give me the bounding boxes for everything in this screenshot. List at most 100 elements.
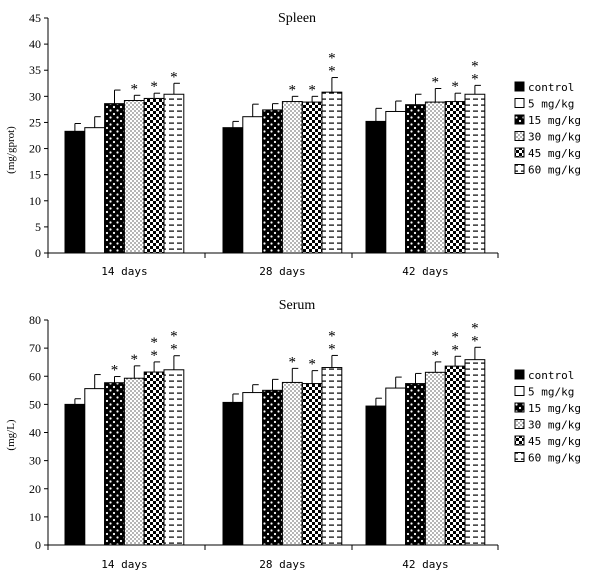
significance-star: *: [308, 82, 316, 98]
legend-swatch: [514, 419, 525, 429]
significance-star: *: [471, 58, 479, 74]
legend-label: 60 mg/kg: [528, 452, 581, 465]
significance-star: *: [150, 79, 158, 95]
bar: [321, 367, 343, 546]
bar: [301, 383, 323, 546]
y-tick-label: 40: [29, 426, 41, 440]
significance-star: *: [150, 348, 158, 364]
y-tick-label: 20: [29, 142, 41, 156]
x-tick-label: 42 days: [402, 265, 448, 278]
bar: [143, 97, 165, 254]
legend-label: 15 mg/kg: [528, 402, 581, 415]
bar: [104, 103, 125, 254]
y-tick-label: 15: [29, 168, 41, 182]
legend-swatch: [514, 98, 525, 108]
legend-label: 30 mg/kg: [528, 419, 581, 432]
bar: [64, 130, 86, 254]
significance-star: *: [471, 333, 479, 349]
legend-swatch: [514, 147, 525, 158]
bar: [464, 93, 486, 254]
y-tick-label: 60: [29, 369, 41, 383]
legend-label: 5 mg/kg: [528, 98, 574, 111]
bar: [405, 104, 426, 254]
y-tick-label: 10: [29, 510, 41, 524]
bar: [385, 387, 407, 546]
x-tick-label: 28 days: [259, 265, 305, 278]
bar: [424, 101, 446, 254]
serum-chart: Serum (mg/L) 0 10 20 30 40 50 60 70 80 14 days 28 …: [5, 298, 581, 571]
significance-star: *: [328, 64, 336, 80]
bar: [281, 381, 303, 546]
bar: [123, 100, 145, 254]
significance-star: *: [131, 81, 139, 97]
bar: [464, 359, 486, 546]
bar: [424, 371, 446, 546]
legend-label: control: [528, 81, 574, 94]
bar: [84, 388, 106, 546]
bar: [281, 101, 303, 254]
chart-title: Spleen: [278, 11, 316, 26]
error-bars: [74, 346, 481, 407]
bars: [64, 91, 486, 254]
y-tick-label: 80: [29, 313, 41, 327]
bar: [163, 93, 185, 254]
bar: [321, 91, 343, 254]
y-tick-label: 70: [29, 341, 41, 355]
legend-label: 30 mg/kg: [528, 131, 581, 144]
significance-star: *: [328, 341, 336, 357]
legend-label: control: [528, 369, 574, 382]
legend-swatch: [514, 114, 525, 125]
legend: control 5 mg/kg 15 mg/kg 30 mg/kg 45 mg/kg 60…: [514, 369, 581, 465]
bar: [444, 365, 466, 546]
x-tick-label: 42 days: [402, 558, 448, 571]
bar: [163, 369, 185, 546]
legend-swatch: [514, 81, 525, 92]
y-tick-label: 0: [35, 538, 41, 552]
x-tick-label: 28 days: [259, 558, 305, 571]
significance-star: *: [432, 75, 440, 91]
bar: [84, 127, 106, 254]
bar: [222, 401, 244, 546]
error-bars: [74, 77, 481, 132]
bar: [143, 371, 165, 546]
significance-star: *: [471, 71, 479, 87]
significance-star: *: [170, 342, 178, 358]
legend-swatch: [514, 369, 525, 380]
significance-markers: ** * ********** **: [111, 320, 479, 378]
significance-star: *: [150, 335, 158, 351]
significance-star: *: [328, 51, 336, 67]
legend-swatch: [514, 164, 525, 174]
significance-star: *: [471, 320, 479, 336]
x-tick-label: 14 days: [101, 265, 147, 278]
y-tick-label: 45: [29, 11, 41, 25]
legend-swatch: [514, 402, 525, 413]
legend: control 5 mg/kg 15 mg/kg 30 mg/kg 45 mg/kg 60…: [514, 81, 581, 177]
legend-swatch: [514, 131, 525, 141]
significance-star: *: [170, 69, 178, 85]
legend-label: 45 mg/kg: [528, 147, 581, 160]
y-tick-label: 5: [35, 220, 41, 234]
bar: [64, 403, 86, 546]
bar: [222, 127, 244, 254]
significance-star: *: [451, 79, 459, 95]
significance-star: *: [328, 328, 336, 344]
bar: [385, 110, 407, 254]
bar: [365, 120, 387, 254]
legend-label: 45 mg/kg: [528, 435, 581, 448]
significance-star: *: [308, 357, 316, 373]
significance-star: *: [289, 82, 297, 98]
legend-label: 60 mg/kg: [528, 164, 581, 177]
y-tick-label: 40: [29, 37, 41, 51]
significance-star: *: [432, 348, 440, 364]
significance-star: *: [289, 354, 297, 370]
bar: [242, 392, 264, 546]
y-axis-label: (mg/gprot): [5, 126, 17, 174]
y-tick-label: 35: [29, 63, 41, 77]
chart-title: Serum: [279, 298, 316, 313]
legend-label: 5 mg/kg: [528, 386, 574, 399]
y-tick-label: 30: [29, 89, 41, 103]
significance-star: *: [170, 329, 178, 345]
significance-star: *: [451, 329, 459, 345]
bar: [242, 116, 264, 254]
y-tick-label: 0: [35, 246, 41, 260]
